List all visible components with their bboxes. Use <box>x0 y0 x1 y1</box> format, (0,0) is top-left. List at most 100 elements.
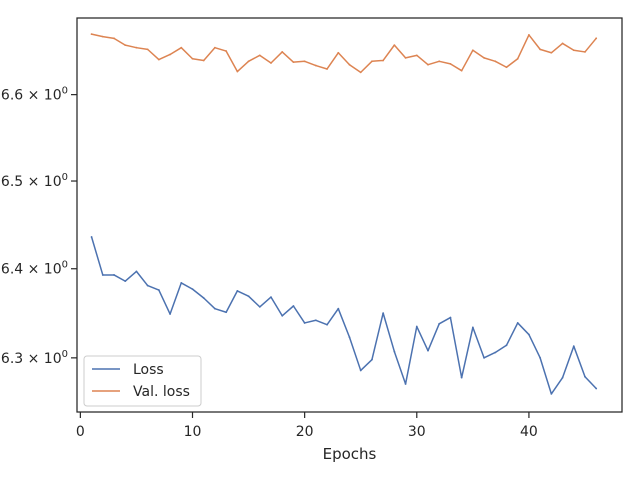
data-point-loss <box>169 313 171 315</box>
data-point-val-loss <box>202 59 205 62</box>
data-point-val-loss <box>247 60 250 63</box>
data-point-val-loss <box>561 42 564 45</box>
data-point-val-loss <box>595 37 598 40</box>
x-axis-label: Epochs <box>323 445 377 463</box>
data-point-loss <box>180 282 183 284</box>
data-point-val-loss <box>393 44 396 47</box>
data-point-loss <box>247 295 250 298</box>
data-point-loss <box>561 376 564 379</box>
data-point-val-loss <box>404 56 407 59</box>
data-point-val-loss <box>550 51 553 54</box>
data-point-loss <box>371 358 373 361</box>
data-point-loss <box>415 325 418 328</box>
data-point-val-loss <box>225 50 228 52</box>
data-point-val-loss <box>270 62 272 64</box>
data-point-val-loss <box>337 51 340 54</box>
data-point-val-loss <box>292 61 295 64</box>
data-point-val-loss <box>460 69 463 72</box>
data-point-val-loss <box>483 56 485 59</box>
data-point-val-loss <box>314 64 317 67</box>
y-tick-label: 6.5 × 100 <box>1 172 68 190</box>
data-point-val-loss <box>326 68 328 70</box>
data-point-loss <box>191 288 194 291</box>
data-point-loss <box>303 322 306 324</box>
data-point-loss <box>202 297 205 299</box>
data-point-val-loss <box>135 46 138 49</box>
data-point-loss <box>404 383 407 385</box>
data-point-val-loss <box>101 35 104 38</box>
series-line-loss <box>90 236 597 395</box>
data-point-val-loss <box>214 46 216 49</box>
x-tick-label: 20 <box>296 424 314 440</box>
data-point-val-loss <box>146 48 149 51</box>
data-point-loss <box>326 323 328 326</box>
data-point-loss <box>449 316 452 319</box>
data-point-val-loss <box>180 46 183 49</box>
data-point-loss <box>584 375 586 378</box>
data-point-val-loss <box>303 60 306 63</box>
data-point-val-loss <box>124 44 127 47</box>
y-tick-label: 6.3 × 100 <box>1 349 68 367</box>
data-point-loss <box>281 314 284 317</box>
data-point-loss <box>314 319 317 322</box>
data-point-val-loss <box>236 70 239 73</box>
data-point-val-loss <box>281 51 284 53</box>
data-point-loss <box>337 307 340 310</box>
series-line-val-loss <box>90 33 597 74</box>
data-point-loss <box>258 305 261 308</box>
data-point-loss <box>539 356 542 359</box>
data-point-val-loss <box>371 60 373 63</box>
data-point-loss <box>505 344 508 347</box>
data-point-val-loss <box>113 37 115 40</box>
data-point-val-loss <box>539 48 542 51</box>
data-point-val-loss <box>382 59 385 62</box>
data-point-loss <box>236 289 239 292</box>
data-point-loss <box>528 333 530 336</box>
data-point-val-loss <box>572 49 575 52</box>
x-tick-label: 40 <box>520 424 538 440</box>
data-point-loss <box>393 350 396 353</box>
data-point-val-loss <box>348 63 351 66</box>
data-point-loss <box>214 307 216 310</box>
data-point-val-loss <box>528 34 530 36</box>
legend-label-loss: Loss <box>133 362 164 378</box>
data-point-loss <box>292 305 295 307</box>
series-layer <box>90 33 598 395</box>
data-point-loss <box>270 296 272 299</box>
legend-label-val-loss: Val. loss <box>133 384 190 400</box>
x-axis-ticks: 0 10 20 30 40 <box>76 412 538 440</box>
data-point-val-loss <box>157 58 160 61</box>
data-point-loss <box>101 274 104 276</box>
data-point-loss <box>550 392 553 395</box>
data-point-loss <box>595 387 598 390</box>
data-point-loss <box>113 274 115 276</box>
data-point-loss <box>225 311 228 314</box>
data-point-val-loss <box>191 57 194 60</box>
legend: Loss Val. loss <box>83 355 202 407</box>
data-point-loss <box>494 351 497 354</box>
data-point-val-loss <box>427 63 429 66</box>
data-point-loss <box>135 270 138 273</box>
data-point-val-loss <box>169 53 171 56</box>
y-tick-label: 6.4 × 100 <box>1 260 68 278</box>
x-tick-label: 10 <box>184 424 202 440</box>
data-point-val-loss <box>438 60 441 63</box>
data-point-loss <box>124 280 127 283</box>
y-axis-ticks: 6.3 × 100 6.4 × 100 6.5 × 100 6.6 × 100 <box>1 86 77 367</box>
data-point-loss <box>427 349 429 352</box>
data-point-loss <box>359 369 362 372</box>
data-point-loss <box>516 322 519 324</box>
data-point-val-loss <box>505 66 508 69</box>
data-point-val-loss <box>415 54 418 57</box>
data-point-loss <box>438 322 441 325</box>
data-point-loss <box>471 326 474 329</box>
data-point-val-loss <box>258 54 261 57</box>
data-point-loss <box>157 289 160 291</box>
data-point-loss <box>572 345 575 348</box>
data-point-val-loss <box>584 51 586 53</box>
y-tick-label: 6.6 × 100 <box>1 86 68 104</box>
data-point-loss <box>146 284 149 287</box>
x-tick-label: 0 <box>76 424 85 440</box>
data-point-val-loss <box>516 57 519 60</box>
